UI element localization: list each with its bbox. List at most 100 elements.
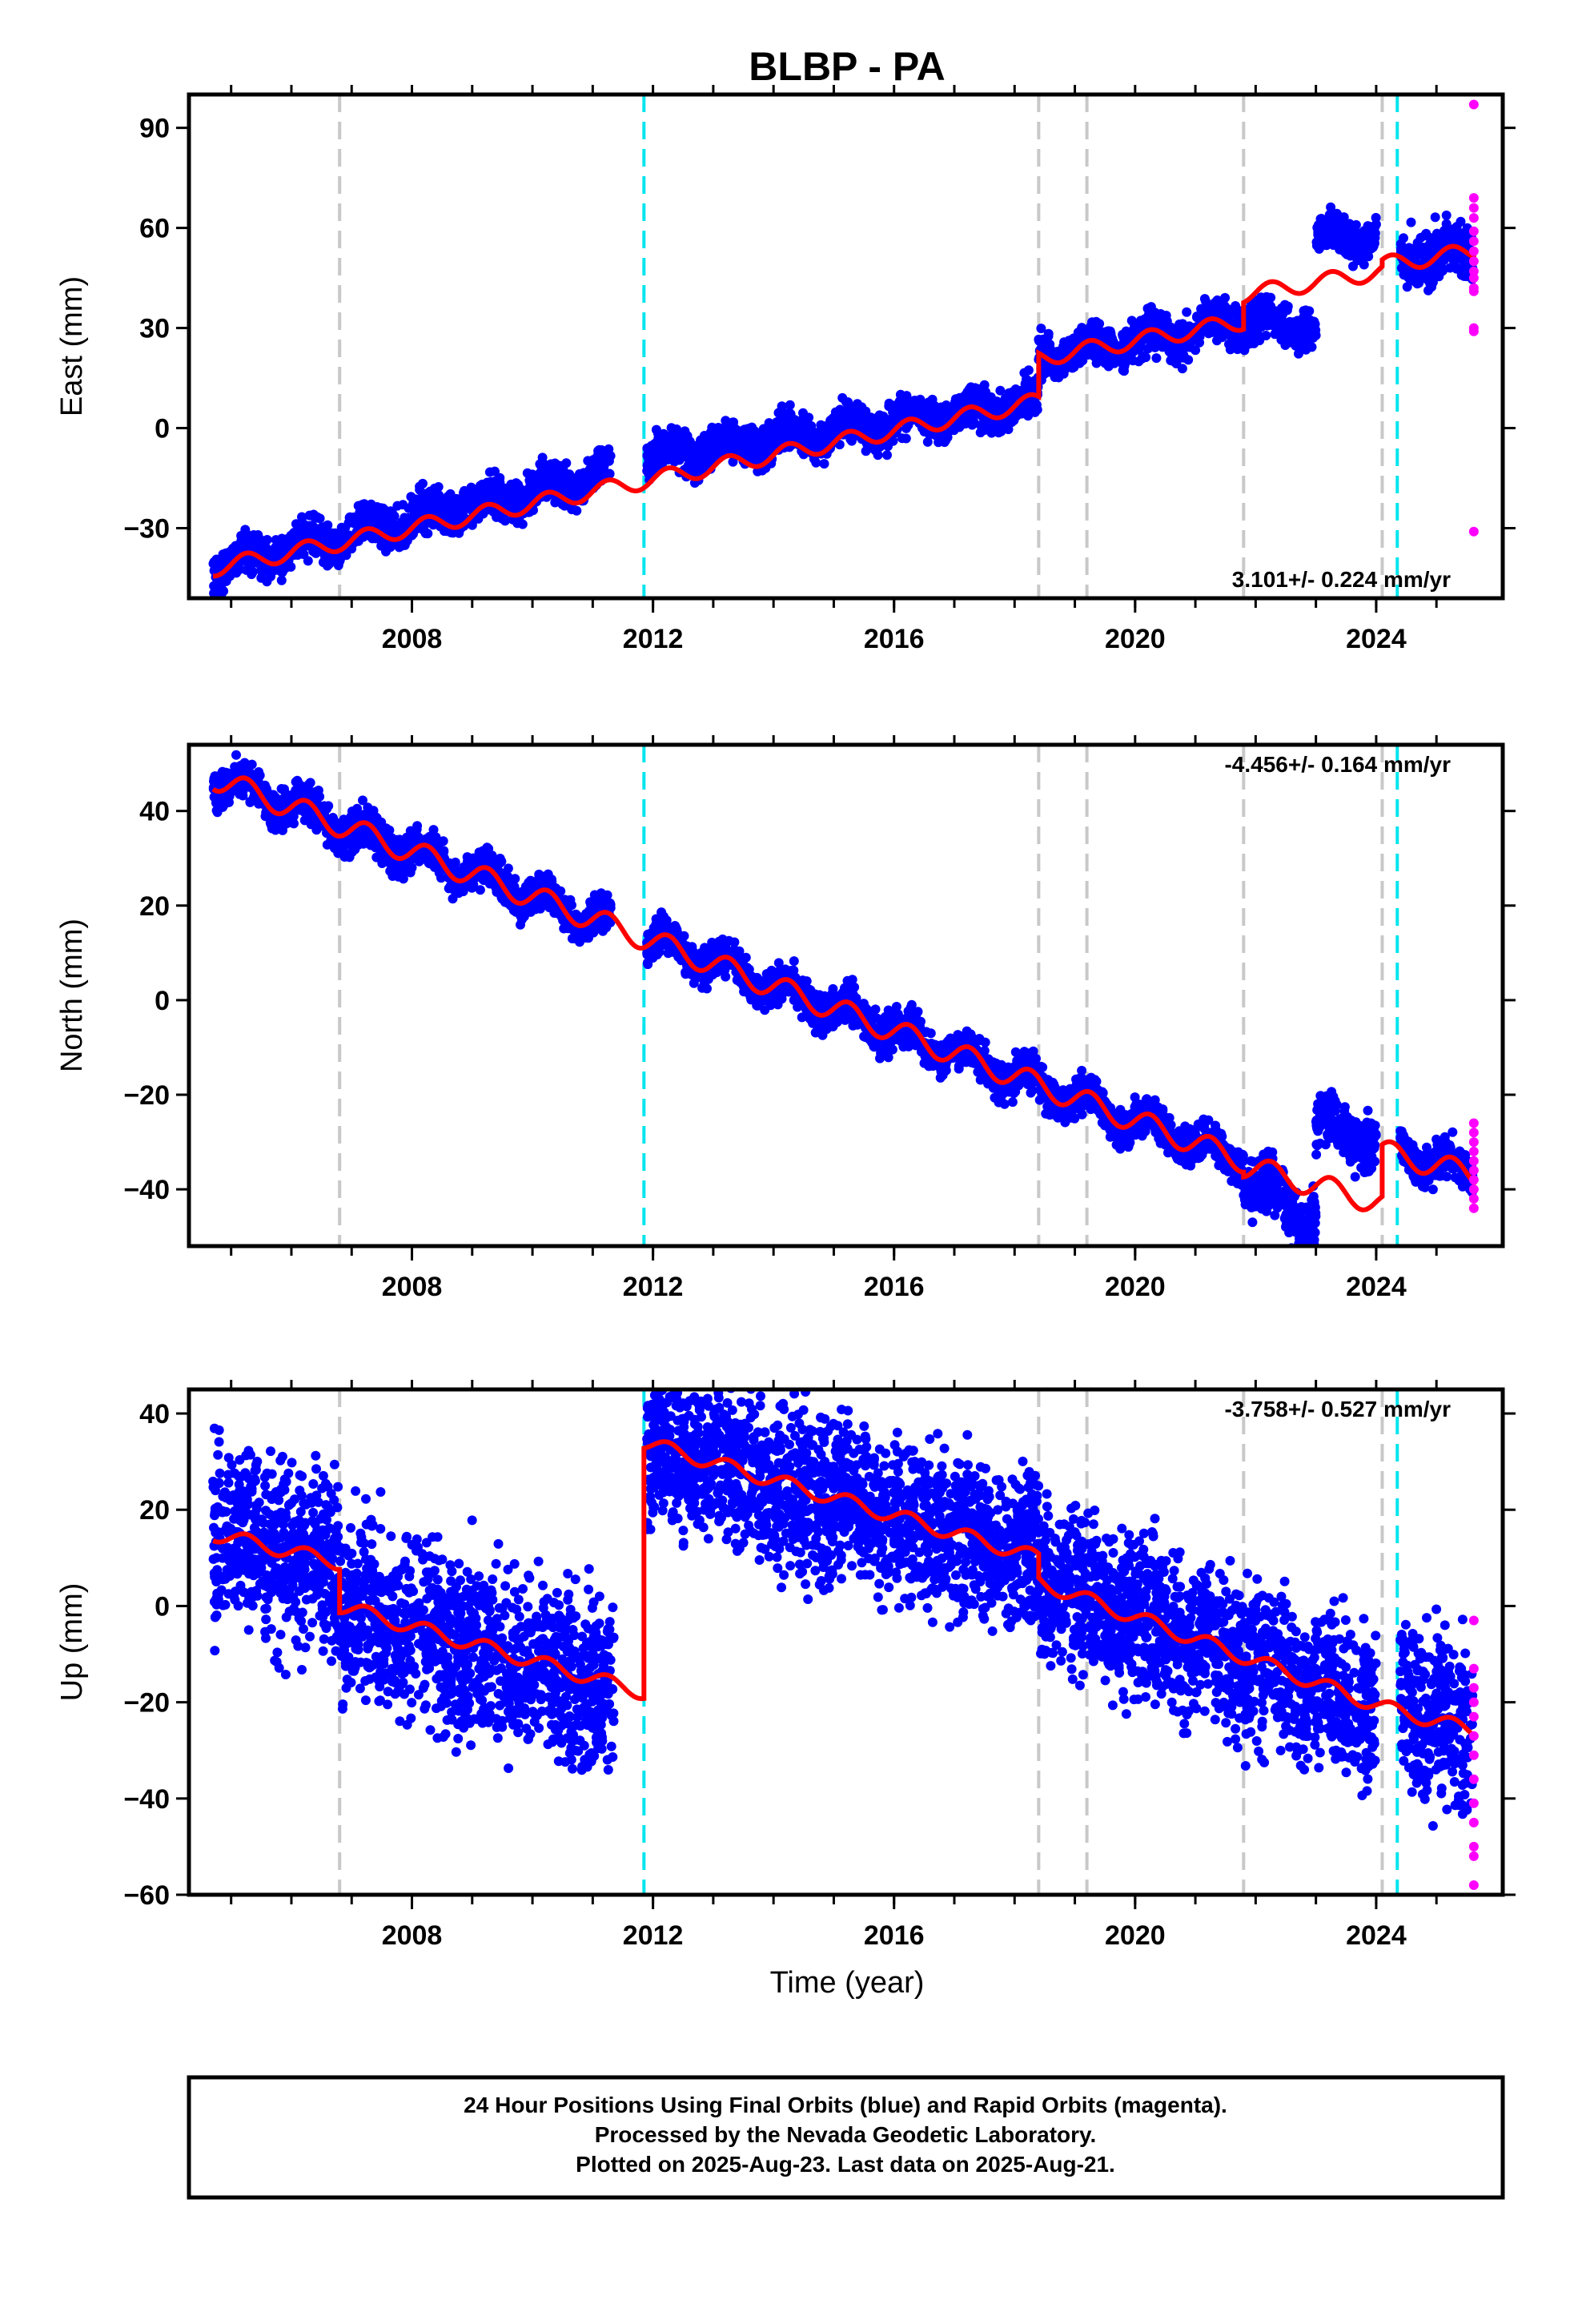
final-orbit-point bbox=[939, 437, 950, 448]
final-orbit-point bbox=[1177, 364, 1187, 374]
final-orbit-point bbox=[712, 444, 722, 455]
rapid-orbit-point bbox=[1468, 226, 1479, 236]
final-orbit-point bbox=[698, 454, 709, 464]
rapid-orbit-point bbox=[1468, 326, 1479, 336]
final-orbit-point bbox=[358, 532, 368, 542]
final-orbit-point bbox=[885, 416, 895, 426]
final-orbit-point bbox=[992, 424, 1002, 433]
final-orbit-point bbox=[1424, 266, 1435, 276]
final-orbit-point bbox=[1192, 312, 1203, 323]
final-orbit-point bbox=[1230, 340, 1240, 349]
final-orbit-point bbox=[1443, 225, 1453, 235]
final-orbit-point bbox=[550, 497, 560, 508]
final-orbit-point bbox=[909, 396, 919, 406]
final-orbit-point bbox=[897, 433, 907, 444]
final-orbit-point bbox=[1319, 227, 1328, 237]
final-orbit-point bbox=[503, 863, 513, 874]
final-orbit-point bbox=[930, 404, 941, 415]
final-orbit-point bbox=[233, 563, 243, 573]
final-orbit-point bbox=[995, 385, 1006, 396]
final-orbit-point bbox=[484, 505, 494, 515]
final-orbit-point bbox=[1419, 231, 1430, 241]
final-orbit-point bbox=[1212, 308, 1223, 319]
final-orbit-point bbox=[1042, 333, 1052, 344]
final-orbit-point bbox=[969, 410, 979, 420]
final-orbit-point bbox=[1058, 348, 1069, 359]
x-tick-label: 2008 bbox=[382, 624, 443, 654]
rapid-orbit-point bbox=[1468, 236, 1479, 247]
final-orbit-point bbox=[1299, 330, 1309, 340]
figure-title: BLBP - PA bbox=[749, 44, 945, 89]
final-orbit-point bbox=[922, 436, 933, 447]
final-orbit-point bbox=[656, 449, 667, 460]
final-orbit-point bbox=[408, 502, 418, 512]
final-orbit-point bbox=[799, 416, 809, 426]
final-orbit-point bbox=[566, 480, 576, 490]
final-orbit-point bbox=[1091, 316, 1102, 327]
rapid-orbit-point bbox=[1468, 273, 1479, 283]
final-orbit-point bbox=[1441, 210, 1452, 220]
final-orbit-point bbox=[384, 825, 395, 835]
final-orbit-point bbox=[366, 499, 376, 509]
final-orbit-point bbox=[1351, 219, 1361, 230]
final-orbit-point bbox=[979, 380, 990, 390]
final-orbit-point bbox=[231, 750, 241, 760]
final-orbit-point bbox=[1090, 329, 1101, 339]
final-orbit-point bbox=[605, 451, 616, 461]
final-orbit-point bbox=[279, 565, 289, 575]
final-orbit-point bbox=[1006, 394, 1017, 404]
final-orbit-point bbox=[680, 438, 690, 448]
final-orbit-point bbox=[961, 419, 970, 428]
final-orbit-point bbox=[1366, 231, 1376, 241]
final-orbit-point bbox=[1299, 306, 1309, 316]
final-orbit-point bbox=[1036, 324, 1046, 334]
final-orbit-point bbox=[1456, 216, 1466, 227]
final-orbit-point bbox=[597, 465, 608, 476]
final-orbit-point bbox=[1231, 301, 1241, 311]
final-orbit-point bbox=[725, 440, 736, 450]
rapid-orbit-point bbox=[1468, 266, 1479, 276]
final-orbit-point bbox=[487, 488, 497, 498]
final-orbit-point bbox=[419, 497, 429, 507]
final-orbit-point bbox=[304, 510, 315, 521]
model-fit-line bbox=[213, 243, 1477, 579]
final-orbit-point bbox=[1405, 275, 1415, 286]
final-orbit-point bbox=[715, 435, 725, 445]
final-orbit-point bbox=[464, 497, 474, 508]
final-orbit-point bbox=[1246, 310, 1255, 320]
final-orbit-point bbox=[1180, 353, 1191, 364]
final-orbit-point bbox=[1331, 223, 1341, 233]
final-orbit-point bbox=[452, 513, 461, 523]
final-orbit-point bbox=[517, 519, 528, 529]
final-orbit-point bbox=[578, 476, 588, 486]
final-orbit-point bbox=[425, 486, 436, 497]
final-orbit-point bbox=[540, 479, 551, 489]
final-orbit-point bbox=[728, 456, 738, 467]
final-orbit-point bbox=[1119, 366, 1129, 376]
final-orbit-point bbox=[1407, 245, 1418, 255]
final-orbit-point bbox=[1250, 326, 1260, 336]
final-orbit-point bbox=[1451, 255, 1461, 265]
final-orbit-point bbox=[444, 499, 454, 509]
final-orbit-point bbox=[452, 502, 461, 513]
final-orbit-point bbox=[537, 452, 548, 463]
final-orbit-point bbox=[564, 470, 574, 480]
final-orbit-point bbox=[536, 460, 547, 471]
final-orbit-point bbox=[1436, 235, 1447, 245]
final-orbit-point bbox=[1359, 259, 1369, 270]
final-orbit-point bbox=[1322, 217, 1332, 227]
final-orbit-point bbox=[247, 567, 258, 577]
final-orbit-point bbox=[882, 450, 892, 460]
final-orbit-point bbox=[1279, 300, 1290, 310]
final-orbit-point bbox=[1276, 335, 1287, 345]
final-orbit-point bbox=[441, 526, 452, 537]
final-orbit-point bbox=[1415, 274, 1426, 284]
final-orbit-point bbox=[1334, 231, 1344, 242]
final-orbit-point bbox=[1126, 349, 1136, 360]
final-orbit-point bbox=[1423, 285, 1433, 296]
y-tick-label: 30 bbox=[139, 314, 170, 344]
final-orbit-point bbox=[466, 482, 476, 493]
final-orbit-point bbox=[749, 431, 760, 441]
final-orbit-point bbox=[474, 486, 484, 497]
final-orbit-point bbox=[811, 457, 821, 468]
